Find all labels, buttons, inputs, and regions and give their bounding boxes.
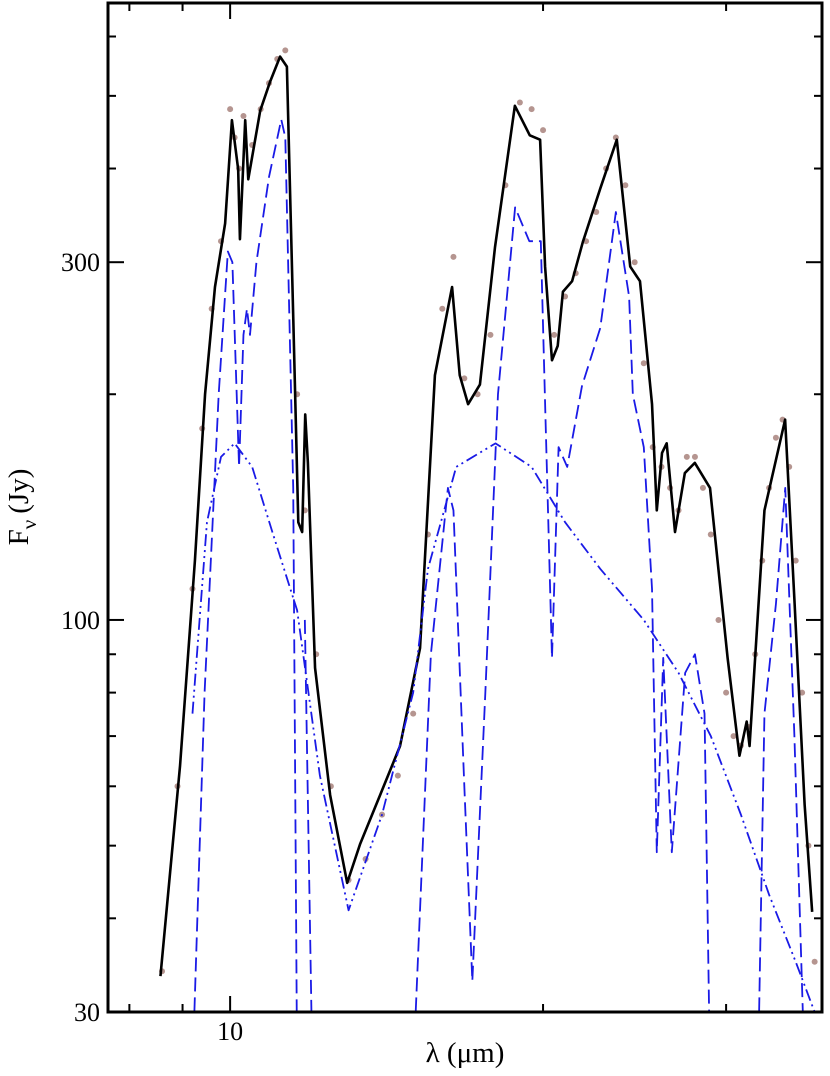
series-line (193, 118, 804, 1012)
data-point (593, 209, 600, 216)
y-tick-label: 300 (61, 248, 100, 277)
data-point (487, 331, 494, 338)
y-axis-label: Fν (Jy) (3, 469, 41, 546)
data-point (691, 453, 698, 460)
data-point (683, 453, 690, 460)
data-point (516, 99, 523, 106)
data-point (528, 106, 535, 113)
data-point (723, 689, 730, 696)
data-point (799, 689, 806, 696)
data-point (282, 47, 289, 54)
data-point (730, 733, 737, 740)
plot-area (159, 47, 818, 1012)
y-tick-label: 30 (74, 998, 100, 1027)
data-point (540, 127, 547, 134)
data-point (772, 434, 779, 441)
y-label-main: F (3, 529, 35, 545)
data-point (551, 331, 558, 338)
data-point (707, 531, 714, 538)
y-label-sub: ν (17, 520, 41, 530)
series-line (159, 55, 814, 977)
data-point (439, 305, 446, 312)
y-label-unit: (Jy) (3, 469, 35, 514)
data-point (240, 113, 247, 120)
x-tick-label: 10 (217, 1017, 243, 1046)
y-tick-label: 100 (61, 606, 100, 635)
data-point (640, 360, 647, 367)
x-axis-label: λ (μm) (426, 1037, 505, 1069)
data-point (699, 484, 706, 491)
data-point (792, 557, 799, 564)
data-point (394, 772, 401, 779)
data-point (410, 710, 417, 717)
data-point (227, 106, 234, 113)
plot-frame (106, 1, 824, 1014)
data-point (811, 958, 818, 965)
series-line (191, 442, 816, 1012)
data-point (461, 375, 468, 382)
data-point (715, 616, 722, 623)
data-point (622, 182, 629, 189)
data-point (631, 259, 638, 266)
data-point (450, 253, 457, 260)
